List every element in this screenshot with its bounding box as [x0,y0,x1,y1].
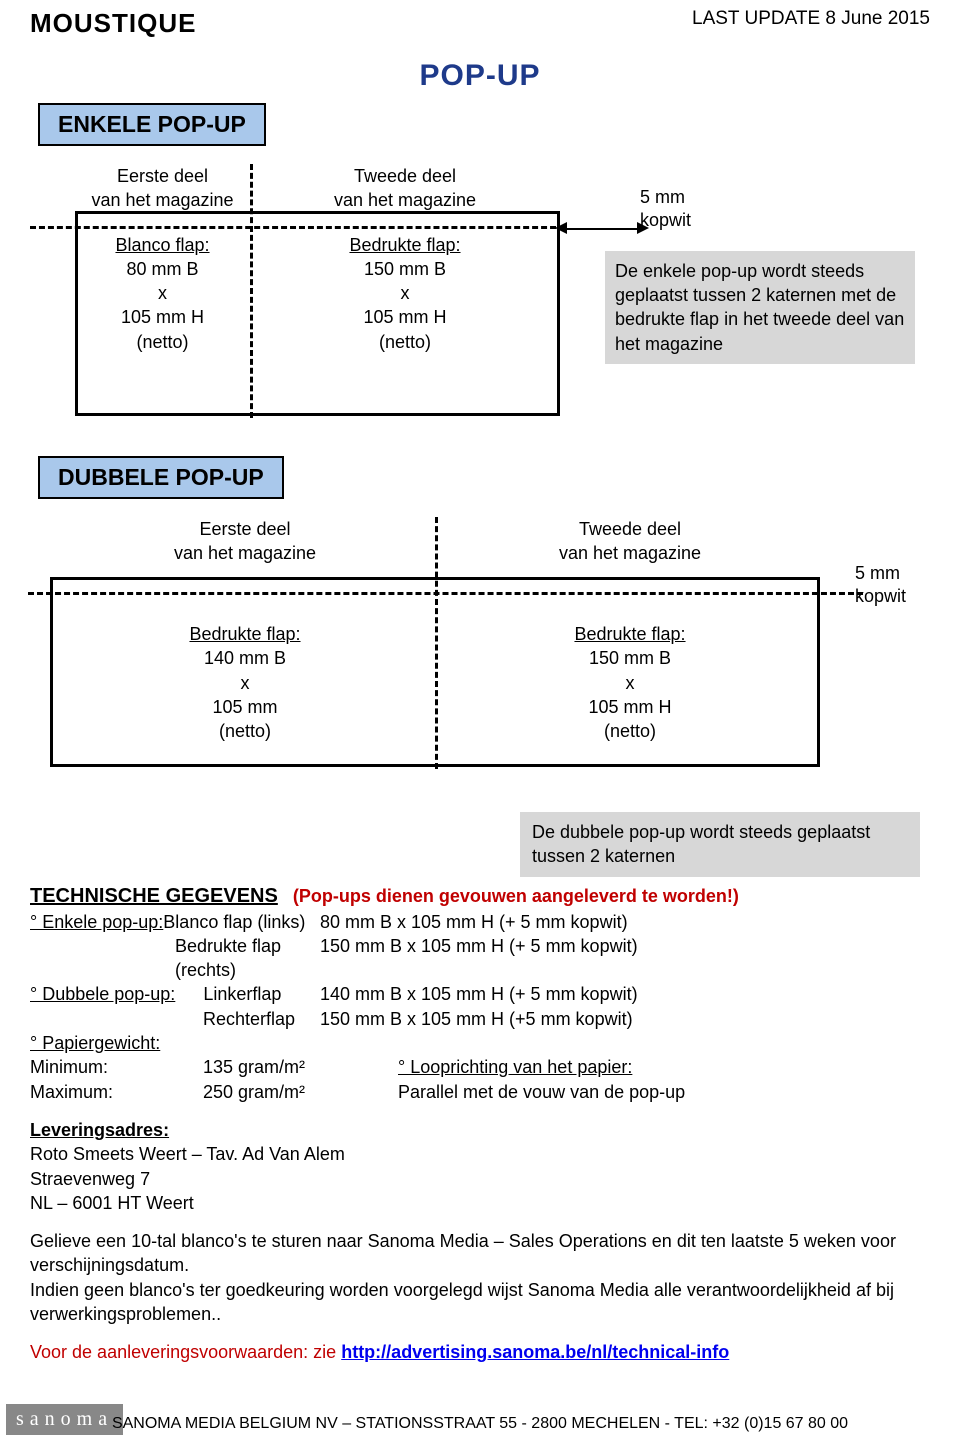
address-l1: Roto Smeets Weert – Tav. Ad Van Alem [30,1142,930,1166]
dubbele-kopwit: 5 mm kopwit [855,562,906,609]
dubbele-col1-top: Eerste deel van het magazine [60,517,430,566]
tech-r7b: 250 gram/m² [203,1080,398,1104]
enkele-col2: Tweede deel van het magazine Bedrukte fl… [255,164,555,354]
dubbele-note: De dubbele pop-up wordt steeds geplaatst… [520,812,920,877]
dubbele-divider [435,517,438,769]
tech-heading: TECHNISCHE GEGEVENS [30,885,278,907]
tech-r6a: Minimum: [30,1055,203,1079]
tech-r6b: 135 gram/m² [203,1055,398,1079]
tech-r6c: ° Looprichting van het papier: [398,1055,632,1079]
page-title: POP-UP [0,59,960,93]
enkele-col1: Eerste deel van het magazine Blanco flap… [75,164,250,354]
tech-r3b: 140 mm B x 105 mm H (+ 5 mm kopwit) [320,982,870,1006]
address-label: Leveringsadres: [30,1118,930,1142]
tech-r3a: Linkerflap [175,984,281,1004]
tech-r1b: 80 mm B x 105 mm H (+ 5 mm kopwit) [320,910,870,934]
enkele-col2-flap-dims: 150 mm B x 105 mm H (netto) [255,257,555,354]
dubbele-flap2-label: Bedrukte flap: [440,622,820,646]
enkele-diagram: Eerste deel van het magazine Blanco flap… [0,156,960,436]
tech-r7c: Parallel met de vouw van de pop-up [398,1080,685,1104]
enkele-col1-flap-label: Blanco flap: [75,233,250,257]
tech-r3pre: ° Dubbele pop-up: [30,984,175,1004]
footer-text: SANOMA MEDIA BELGIUM NV – STATIONSSTRAAT… [0,1415,960,1433]
tech-r4b: 150 mm B x 105 mm H (+5 mm kopwit) [320,1007,870,1031]
dubbele-label: DUBBELE POP-UP [38,456,284,499]
dubbele-flap1-dims: 140 mm B x 105 mm (netto) [60,646,430,743]
enkele-col1-flap-dims: 80 mm B x 105 mm H (netto) [75,257,250,354]
tech-block: TECHNISCHE GEGEVENS (Pop-ups dienen gevo… [0,883,960,1104]
enkele-label: ENKELE POP-UP [38,103,266,146]
brand-text: MOUSTIQUE [30,8,196,39]
last-update: LAST UPDATE 8 June 2015 [692,8,930,39]
dubbele-flap1-label: Bedrukte flap: [60,622,430,646]
dubbele-flap2-dims: 150 mm B x 105 mm H (netto) [440,646,820,743]
tech-r2a: Bedrukte flap (rechts) [30,934,320,983]
arrow-left-icon [555,222,567,234]
tech-r1-label: ° Enkele pop-up: [30,912,163,932]
enkele-divider [250,164,253,418]
enkele-col1-top: Eerste deel van het magazine [75,164,250,213]
tech-r7a: Maximum: [30,1080,203,1104]
disclaimer-paragraph: Gelieve een 10-tal blanco's te sturen na… [0,1215,960,1326]
enkele-kopwit: 5 mm kopwit [605,186,915,233]
dubbele-col2-top: Tweede deel van het magazine [440,517,820,566]
dubbele-diagram: Eerste deel van het magazine Tweede deel… [0,507,960,787]
link-pre: Voor de aanleveringsvoorwaarden: zie [30,1342,341,1362]
enkele-note: De enkele pop-up wordt steeds geplaatst … [605,251,915,364]
address-l2: Straevenweg 7 [30,1167,930,1191]
tech-r5: ° Papiergewicht: [30,1033,160,1053]
tech-r2b: 150 mm B x 105 mm H (+ 5 mm kopwit) [320,934,870,983]
technical-info-link[interactable]: http://advertising.sanoma.be/nl/technica… [341,1342,729,1362]
tech-r1a: Blanco flap (links) [163,912,305,932]
tech-warning: (Pop-ups dienen gevouwen aangeleverd te … [293,886,739,906]
tech-r4a: Rechterflap [30,1007,320,1031]
enkele-col2-top: Tweede deel van het magazine [255,164,555,213]
address-block: Leveringsadres: Roto Smeets Weert – Tav.… [0,1104,960,1215]
dubbele-dashline [28,592,863,595]
enkele-col2-flap-label: Bedrukte flap: [255,233,555,257]
address-l3: NL – 6001 HT Weert [30,1191,930,1215]
